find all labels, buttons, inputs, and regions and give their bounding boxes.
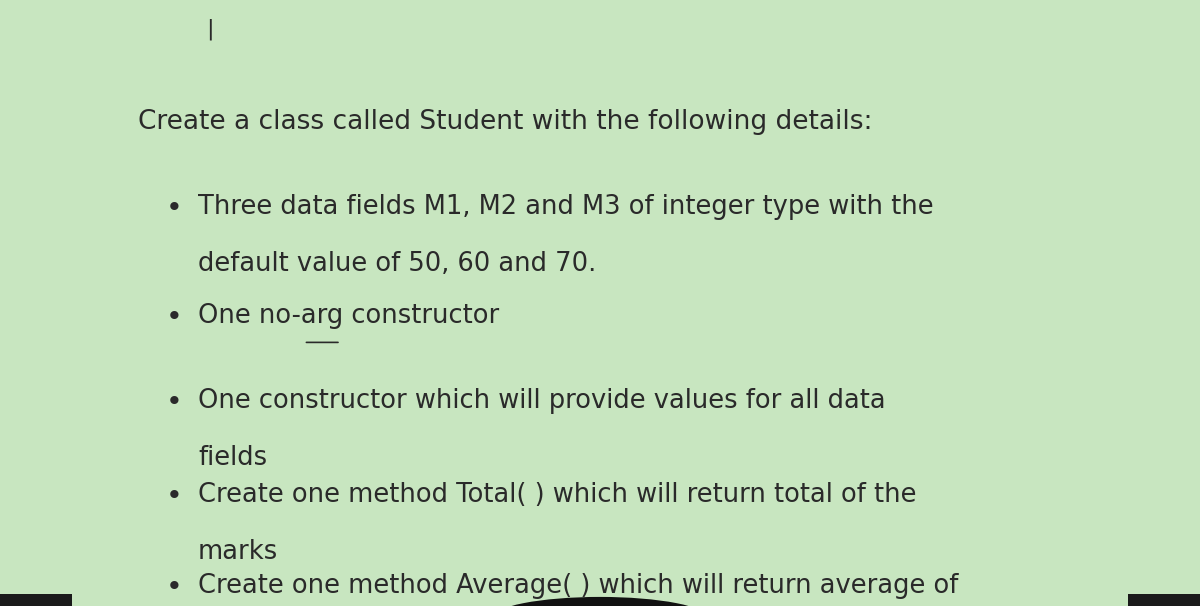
- Text: One constructor which will provide values for all data: One constructor which will provide value…: [198, 388, 886, 414]
- Text: One no-arg constructor: One no-arg constructor: [198, 303, 499, 329]
- Text: Create a class called Student with the following details:: Create a class called Student with the f…: [138, 109, 872, 135]
- Text: Create one method Average( ) which will return average of: Create one method Average( ) which will …: [198, 573, 959, 599]
- Text: fields: fields: [198, 445, 268, 471]
- Text: •: •: [166, 388, 182, 416]
- Text: default value of 50, 60 and 70.: default value of 50, 60 and 70.: [198, 251, 596, 278]
- Text: Three data fields M1, M2 and M3 of integer type with the: Three data fields M1, M2 and M3 of integ…: [198, 194, 934, 220]
- Ellipse shape: [492, 597, 708, 606]
- FancyBboxPatch shape: [1128, 594, 1200, 606]
- Text: •: •: [166, 573, 182, 601]
- Text: •: •: [166, 194, 182, 222]
- Text: •: •: [166, 482, 182, 510]
- Text: |: |: [206, 18, 214, 39]
- Text: marks: marks: [198, 539, 278, 565]
- Text: •: •: [166, 303, 182, 331]
- FancyBboxPatch shape: [0, 594, 72, 606]
- Text: Create one method Total( ) which will return total of the: Create one method Total( ) which will re…: [198, 482, 917, 508]
